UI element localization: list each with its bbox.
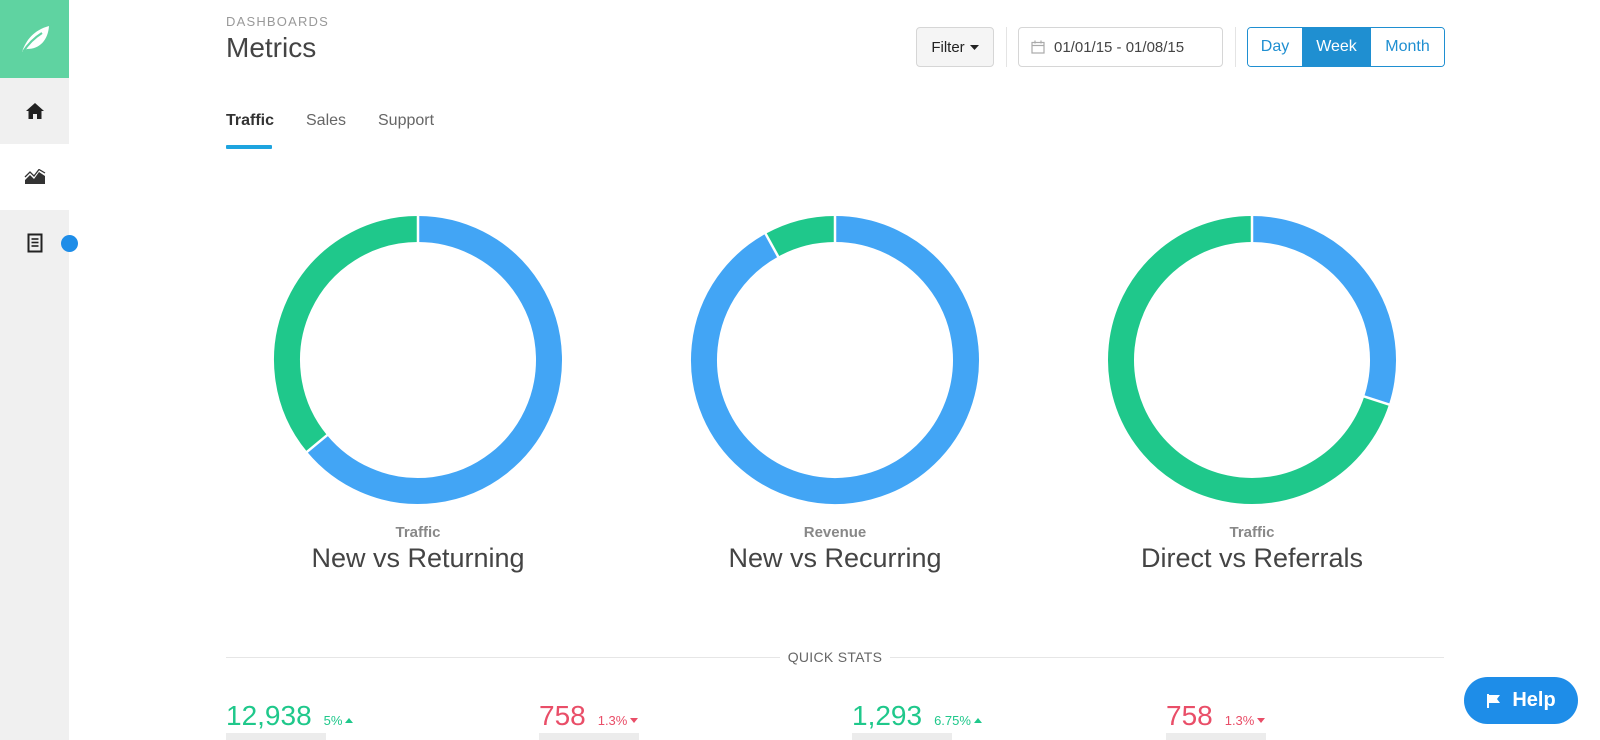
donut-slice [691, 216, 979, 504]
donut-chart-new-vs-recurring [691, 215, 979, 504]
arrow-down-icon [630, 718, 639, 723]
flag-icon [1487, 693, 1501, 708]
arrow-down-icon [1257, 718, 1266, 723]
chart-subtitle: Revenue [803, 524, 867, 541]
stat-change-value: 5% [323, 713, 343, 728]
donut-slice [1251, 216, 1396, 405]
tab-traffic[interactable]: Traffic [226, 112, 275, 129]
calendar-icon [1031, 40, 1045, 54]
chart-title: New vs Returning [311, 543, 525, 573]
stat-change: 5% [324, 713, 354, 728]
stat-label-cutoff [539, 733, 639, 740]
toolbar-divider [1006, 27, 1007, 67]
donut-slice [765, 216, 836, 257]
caret-down-icon [969, 44, 979, 50]
stat-label-cutoff [1166, 733, 1266, 740]
stat-change: 6.75% [934, 713, 982, 728]
date-range-picker[interactable]: 01/01/15 - 01/08/15 [1018, 27, 1223, 67]
quick-stats-title: QUICK STATS [787, 649, 883, 665]
nav-home[interactable] [0, 78, 69, 144]
filter-button[interactable]: Filter [916, 27, 994, 67]
app-logo[interactable] [0, 0, 69, 78]
slice-separator [305, 433, 329, 454]
home-icon [25, 103, 44, 119]
stat-change-value: 1.3% [597, 713, 628, 728]
section-divider [226, 657, 780, 658]
range-month-button[interactable]: Month [1370, 28, 1444, 66]
notification-dot [61, 235, 78, 252]
stat-value: 12,938 [226, 700, 312, 731]
sidebar [0, 0, 69, 740]
stat-value: 758 [539, 700, 586, 731]
leaf-icon [21, 26, 49, 53]
donut-chart-direct-vs-referrals [1108, 215, 1396, 504]
quick-stat: 758 1.3% [1166, 700, 1266, 732]
slice-separator [1362, 394, 1391, 406]
range-toggle-group: Day Week Month [1247, 27, 1445, 67]
filter-label: Filter [931, 38, 965, 56]
chart-caption: Revenue New vs Recurring [645, 524, 1025, 574]
arrow-up-icon [345, 718, 354, 723]
quick-stat: 758 1.3% [539, 700, 639, 732]
donut-slice [274, 216, 419, 452]
document-icon [27, 233, 42, 253]
donut-slice [307, 216, 562, 504]
range-day-button[interactable]: Day [1248, 28, 1303, 66]
area-chart-icon [24, 169, 45, 184]
stat-change-value: 1.3% [1224, 713, 1255, 728]
quick-stat: 1,293 6.75% [852, 700, 982, 732]
donut-chart-new-vs-returning [274, 215, 562, 504]
donut-slice [1108, 216, 1389, 504]
active-tab-indicator [226, 145, 272, 149]
help-button[interactable]: Help [1464, 677, 1578, 724]
stat-value: 1,293 [852, 700, 923, 731]
breadcrumb: DASHBOARDS [226, 14, 330, 29]
stat-value: 758 [1166, 700, 1213, 731]
stat-label-cutoff [226, 733, 326, 740]
stat-change-value: 6.75% [934, 713, 971, 728]
tab-sales[interactable]: Sales [306, 112, 347, 129]
section-divider [890, 657, 1444, 658]
chart-title: New vs Recurring [728, 543, 942, 573]
chart-caption: Traffic Direct vs Referrals [1062, 524, 1442, 574]
chart-caption: Traffic New vs Returning [228, 524, 608, 574]
stat-label-cutoff [852, 733, 952, 740]
nav-analytics[interactable] [0, 144, 69, 210]
nav-reports[interactable] [0, 210, 69, 276]
date-range-value: 01/01/15 - 01/08/15 [1054, 38, 1185, 56]
page-title: Metrics [226, 32, 317, 63]
range-week-button[interactable]: Week [1303, 28, 1370, 66]
slice-separator [764, 232, 780, 259]
arrow-up-icon [973, 718, 982, 723]
chart-title: Direct vs Referrals [1140, 543, 1364, 573]
quick-stat: 12,938 5% [226, 700, 354, 732]
stat-change: 1.3% [598, 713, 639, 728]
stat-change: 1.3% [1225, 713, 1266, 728]
help-label: Help [1512, 689, 1556, 711]
tab-support[interactable]: Support [378, 112, 435, 129]
chart-subtitle: Traffic [395, 524, 441, 541]
chart-subtitle: Traffic [1229, 524, 1275, 541]
toolbar-divider [1235, 27, 1236, 67]
